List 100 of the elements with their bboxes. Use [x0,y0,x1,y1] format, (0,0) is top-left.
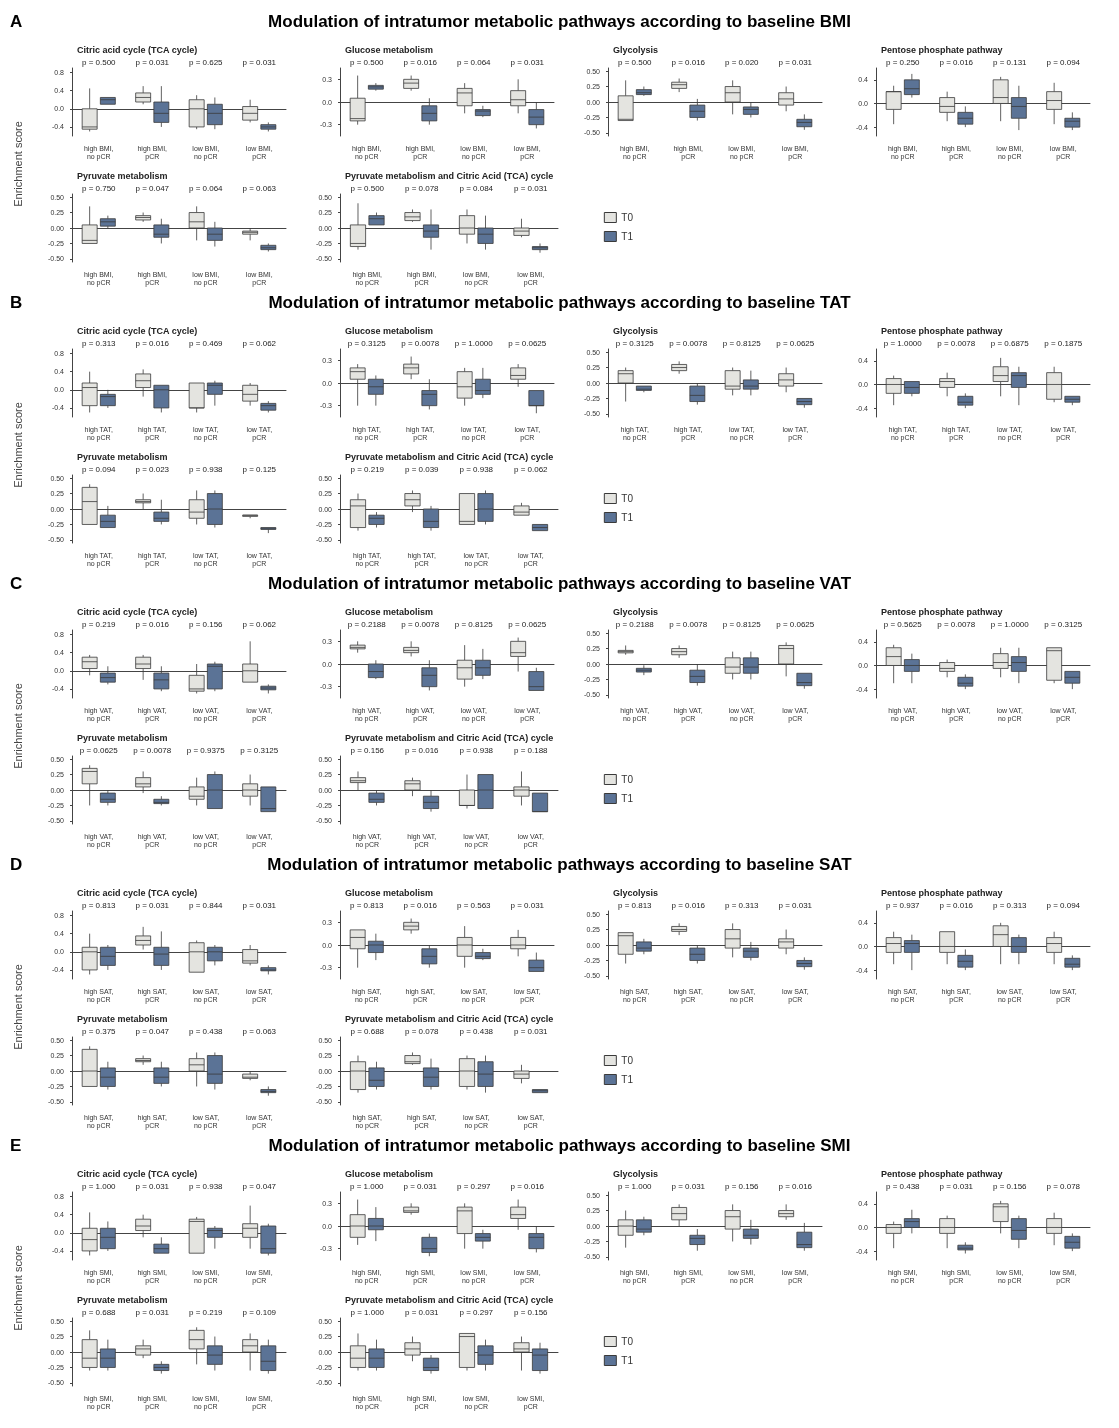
text: p = 0.031 [135,57,170,67]
text: p = 0.3125 [615,338,655,348]
text: D [10,855,23,875]
chart-title: Glycolysis [613,44,659,55]
legend-label: T0 [621,493,634,504]
text: p = 0.0625 [776,338,815,348]
chart-title: Pentose phosphate pathway [881,325,1003,336]
text: p = 0.219 [81,619,117,629]
text: p = 0.084 [459,183,494,193]
text: p = 0.438 [459,1026,494,1036]
text: Modulation of intratumor metabolic pathways according to baseline SAT [267,855,852,874]
text: p = 0.031 [939,1181,974,1191]
text: Modulation of intratumor metabolic pathways according to baseline VAT [267,574,852,593]
text: p = 0.031 [513,1026,549,1036]
chart-title: Glycolysis [613,1168,659,1179]
text: p = 0.2188 [615,619,655,629]
text: p = 0.0625 [508,619,547,629]
text: p = 0.313 [992,900,1028,910]
text: p = 0.016 [510,1181,545,1191]
chart-title: Pyruvate metabolism [77,451,168,462]
text: p = 0.0078 [401,338,440,348]
text: p = 0.5625 [883,619,923,629]
text: p = 0.031 [510,900,545,910]
text: p = 0.938 [459,745,494,755]
text: p = 1.0000 [883,338,923,348]
text: p = 0.1875 [1044,338,1083,348]
chart-title: Pyruvate metabolism and Citric Acid (TCA) cycle [345,732,554,743]
text: p = 0.156 [724,1181,760,1191]
text: p = 0.016 [403,57,438,67]
text: p = 0.500 [81,57,117,67]
chart-title: Pyruvate metabolism [77,170,168,181]
text: p = 0.9375 [186,745,226,755]
text: p = 0.750 [81,183,117,193]
chart-title: Glycolysis [613,887,659,898]
text: p = 1.0000 [990,619,1030,629]
chart-title: Citric acid cycle (TCA cycle) [77,1168,198,1179]
legend-label: T0 [621,774,634,785]
y-axis-title: Enrichment score [12,682,24,771]
chart-title: Citric acid cycle (TCA cycle) [77,325,198,336]
text: p = 0.469 [188,338,224,348]
chart-title: Pentose phosphate pathway [881,887,1003,898]
chart-title: Glucose metabolism [345,887,434,898]
text: p = 0.0625 [508,338,547,348]
chart-title: Citric acid cycle (TCA cycle) [77,44,198,55]
text: p = 0.438 [188,1026,224,1036]
text: p = 0.031 [671,1181,706,1191]
text: p = 0.8125 [722,619,762,629]
chart-title: Pyruvate metabolism and Citric Acid (TCA) cycle [345,1013,554,1024]
text: p = 0.062 [242,619,277,629]
text: p = 0.064 [456,57,492,67]
text: p = 0.938 [188,464,224,474]
text: p = 0.313 [724,900,760,910]
text: p = 0.031 [404,1307,440,1317]
text: p = 0.031 [403,1181,438,1191]
text: p = 0.0078 [937,619,976,629]
text: p = 0.219 [350,464,385,474]
text: p = 0.047 [135,1026,170,1036]
text: p = 0.438 [885,1181,921,1191]
y-axis-title: Enrichment score [12,963,24,1052]
legend-label: T0 [621,1336,634,1347]
text: p = 0.813 [81,900,117,910]
legend-label: T0 [621,1055,634,1066]
chart-title: Citric acid cycle (TCA cycle) [77,887,198,898]
text: p = 0.031 [778,57,813,67]
text: p = 0.813 [349,900,385,910]
text: p = 0.8125 [454,619,494,629]
legend-label: T1 [621,231,634,242]
legend-label: T1 [621,793,634,804]
chart-title: Pyruvate metabolism and Citric Acid (TCA) cycle [345,170,554,181]
text: C [10,574,23,594]
text: p = 0.2188 [347,619,387,629]
text: p = 0.3125 [1044,619,1083,629]
text: p = 0.031 [135,900,170,910]
text: p = 0.016 [671,900,706,910]
text: p = 0.156 [513,1307,549,1317]
text: p = 0.156 [350,745,385,755]
text: p = 0.219 [188,1307,224,1317]
chart-title: Citric acid cycle (TCA cycle) [77,606,198,617]
text: p = 0.688 [81,1307,117,1317]
text: p = 0.063 [242,183,277,193]
chart-title: Glucose metabolism [345,325,434,336]
text: p = 0.031 [242,57,277,67]
text: p = 0.375 [81,1026,117,1036]
text: p = 0.938 [188,1181,224,1191]
chart-title: Pentose phosphate pathway [881,1168,1003,1179]
text: B [10,293,23,313]
text: p = 0.023 [135,464,170,474]
text: p = 0.078 [404,1026,440,1036]
text: p = 0.297 [456,1181,492,1191]
chart-title: Pyruvate metabolism and Citric Acid (TCA) cycle [345,1294,554,1305]
text: Modulation of intratumor metabolic pathways according to baseline SMI [268,1136,851,1155]
text: p = 0.688 [350,1026,385,1036]
y-axis-title: Enrichment score [12,401,24,490]
chart-title: Pyruvate metabolism [77,732,168,743]
text: p = 1.000 [350,1307,385,1317]
text: p = 0.188 [513,745,549,755]
text: p = 0.016 [939,57,974,67]
chart-title: Glucose metabolism [345,1168,434,1179]
text: p = 0.031 [513,183,549,193]
text: p = 0.031 [135,1181,170,1191]
